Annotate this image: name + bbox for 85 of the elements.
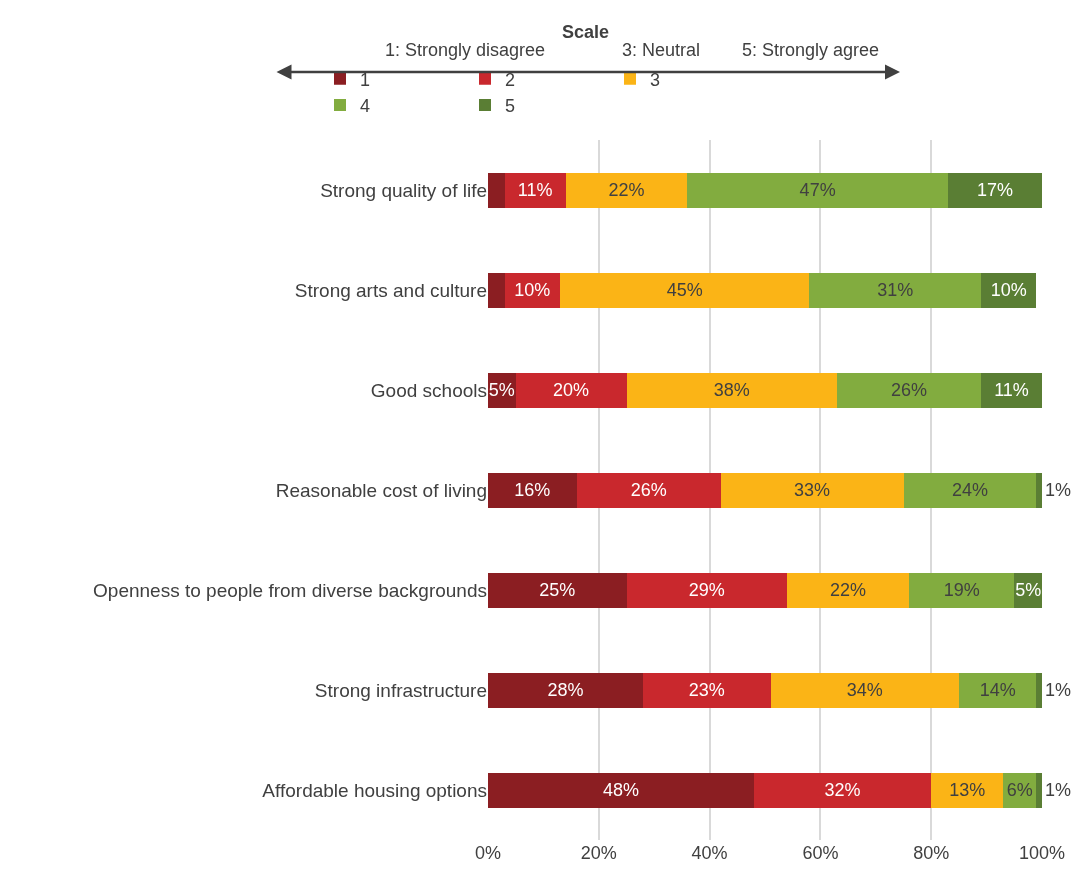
bar bbox=[931, 772, 1004, 808]
bar bbox=[488, 172, 505, 208]
legend-label: 5 bbox=[505, 96, 516, 117]
data-label: 5% bbox=[488, 380, 515, 400]
bar bbox=[947, 172, 1042, 208]
bar bbox=[909, 572, 1015, 608]
data-label: 26% bbox=[630, 480, 667, 500]
data-label: 24% bbox=[951, 480, 988, 500]
legend-label: 1 bbox=[360, 69, 371, 90]
x-tick-label: 80% bbox=[913, 843, 950, 863]
data-label: 17% bbox=[976, 180, 1013, 200]
legend-title: Scale bbox=[562, 22, 610, 42]
data-label: 13% bbox=[949, 780, 986, 800]
data-label: 38% bbox=[713, 380, 750, 400]
data-label: 1% bbox=[1045, 480, 1072, 500]
data-label: 26% bbox=[891, 380, 928, 400]
text: 5: Strongly agree bbox=[742, 40, 880, 60]
bar bbox=[488, 572, 627, 608]
data-label: 25% bbox=[539, 580, 576, 600]
legend-label: 3 bbox=[650, 69, 661, 90]
bar bbox=[488, 472, 577, 508]
bar bbox=[753, 772, 932, 808]
data-label: 31% bbox=[877, 280, 914, 300]
data-label: 48% bbox=[602, 780, 639, 800]
bar bbox=[787, 572, 910, 608]
data-label: 33% bbox=[794, 480, 831, 500]
data-label: 45% bbox=[666, 280, 703, 300]
bar bbox=[809, 272, 982, 308]
bar bbox=[643, 672, 771, 708]
bar bbox=[770, 672, 959, 708]
bar bbox=[626, 372, 838, 408]
x-tick-label: 0% bbox=[474, 843, 502, 863]
data-label: 23% bbox=[688, 680, 725, 700]
y-tick-label: Strong quality of life bbox=[320, 179, 487, 201]
bar bbox=[488, 772, 754, 808]
y-tick-label: Strong arts and culture bbox=[294, 279, 487, 301]
bar bbox=[515, 372, 627, 408]
y-tick-label: Affordable housing options bbox=[262, 779, 487, 801]
data-label: 14% bbox=[979, 680, 1016, 700]
bar bbox=[560, 272, 810, 308]
legend-label: 4 bbox=[360, 96, 371, 117]
text: 1: Strongly disagree bbox=[385, 40, 546, 60]
x-tick-label: 20% bbox=[580, 843, 617, 863]
bar bbox=[1036, 772, 1042, 808]
data-label: 32% bbox=[824, 780, 861, 800]
bar bbox=[903, 472, 1037, 508]
bar bbox=[958, 672, 1037, 708]
data-label: 20% bbox=[553, 380, 590, 400]
x-tick-label: 40% bbox=[691, 843, 728, 863]
bar bbox=[981, 372, 1042, 408]
bar bbox=[687, 172, 948, 208]
data-label: 29% bbox=[688, 580, 725, 600]
bar bbox=[576, 472, 721, 508]
legend-label: 2 bbox=[505, 69, 516, 90]
bar bbox=[626, 572, 788, 608]
data-label: 19% bbox=[943, 580, 980, 600]
data-label: 10% bbox=[514, 280, 551, 300]
data-label: 22% bbox=[830, 580, 867, 600]
data-label: 28% bbox=[547, 680, 584, 700]
data-label: 34% bbox=[846, 680, 883, 700]
y-tick-label: Good schools bbox=[370, 379, 487, 401]
y-tick-label: Strong infrastructure bbox=[314, 679, 487, 701]
bar bbox=[720, 472, 904, 508]
data-label: 47% bbox=[799, 180, 836, 200]
data-label: 5% bbox=[1015, 580, 1042, 600]
data-label: 10% bbox=[990, 280, 1027, 300]
data-label: 1% bbox=[1045, 680, 1072, 700]
data-label: 6% bbox=[1006, 780, 1033, 800]
bar bbox=[1036, 472, 1042, 508]
data-label: 11% bbox=[517, 180, 553, 200]
bar bbox=[565, 172, 688, 208]
data-label: 22% bbox=[608, 180, 645, 200]
bar bbox=[1036, 672, 1042, 708]
bar bbox=[488, 272, 505, 308]
y-tick-label: Reasonable cost of living bbox=[275, 479, 487, 501]
bar bbox=[837, 372, 982, 408]
text: 3: Neutral bbox=[622, 40, 701, 60]
data-label: 16% bbox=[514, 480, 551, 500]
data-label: 11% bbox=[994, 380, 1029, 400]
bar bbox=[488, 672, 644, 708]
y-tick-label: Openness to people from diverse backgrounds bbox=[93, 579, 487, 601]
x-tick-label: 60% bbox=[802, 843, 839, 863]
x-tick-label: 100% bbox=[1018, 843, 1066, 863]
bar bbox=[504, 172, 566, 208]
data-label: 1% bbox=[1045, 780, 1072, 800]
